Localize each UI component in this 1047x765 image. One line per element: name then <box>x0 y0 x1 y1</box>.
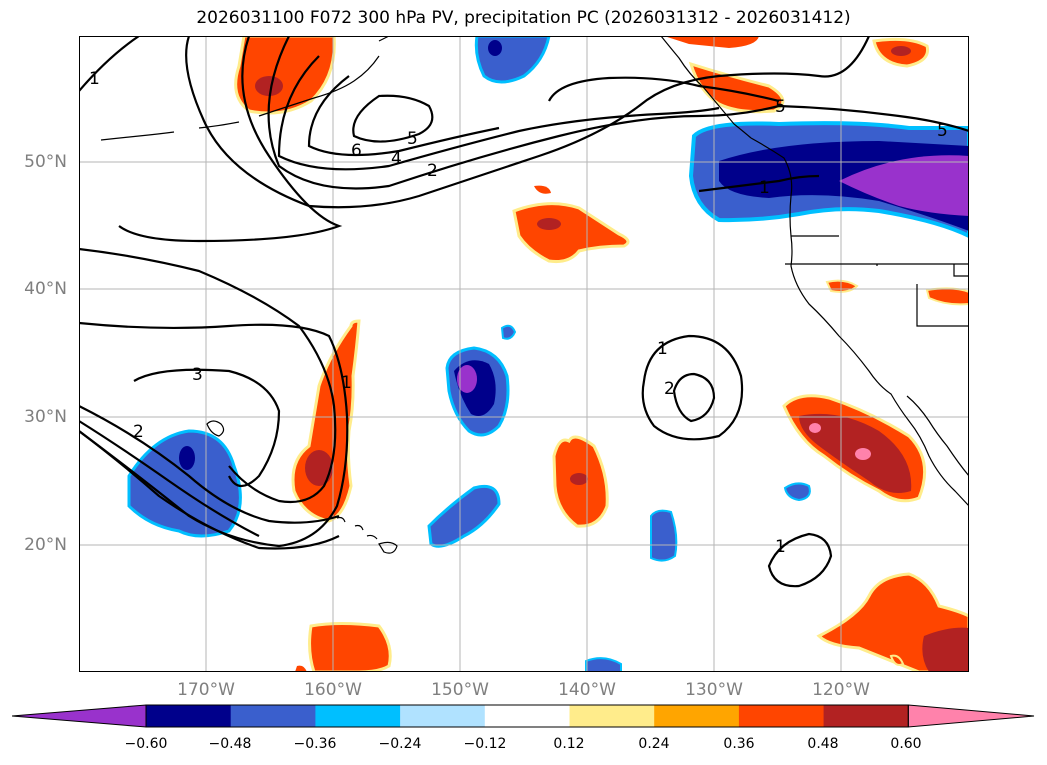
colorbar-tick: −0.12 <box>463 736 507 752</box>
pv-contour <box>79 405 340 524</box>
pv-contour <box>79 36 140 92</box>
colorbar-tick: −0.60 <box>124 736 168 752</box>
contour-label: 1 <box>89 69 100 89</box>
precip-negative-region <box>427 484 501 548</box>
precip-negative-region <box>500 324 517 340</box>
contour-label: 1 <box>657 339 668 359</box>
colorbar-extend-low <box>12 704 147 728</box>
pv-contour <box>79 247 337 504</box>
precip-positive-region <box>291 319 361 523</box>
lat-label-30n: 30°N <box>24 407 67 427</box>
colorbar-cells <box>12 704 1035 728</box>
contour-label: 1 <box>759 178 770 198</box>
precip-positive-region <box>234 36 336 115</box>
contour-label: 2 <box>664 379 675 399</box>
colorbar-tick: −0.36 <box>293 736 337 752</box>
contour-label: 1 <box>341 373 352 393</box>
precip-positive-region <box>664 36 759 48</box>
coastlines <box>100 36 969 554</box>
colorbar-cell <box>315 705 401 727</box>
precip-positive-region <box>922 627 969 672</box>
pv-contour <box>307 75 500 157</box>
precip-positive-region <box>925 287 969 306</box>
contour-label: 5 <box>407 129 418 149</box>
contour-label: 2 <box>427 161 438 181</box>
contour-label: 5 <box>937 121 948 141</box>
colorbar-cell <box>823 705 909 727</box>
map-canvas[interactable]: 1 6 5 4 2 5 5 1 3 2 1 1 2 1 <box>79 36 969 672</box>
contour-label: 5 <box>775 97 786 117</box>
lon-label-160w: 160°W <box>304 680 362 700</box>
pv-contours <box>79 36 969 588</box>
pv-contour <box>641 334 744 441</box>
pv-contour <box>698 174 820 193</box>
contour-label: 4 <box>391 149 402 169</box>
precip-positive-region <box>512 202 630 263</box>
pv-contour <box>548 76 780 103</box>
contour-label: 3 <box>192 365 203 385</box>
pv-contour <box>185 36 871 209</box>
colorbar-cell <box>146 705 232 727</box>
colorbar-tick: 0.24 <box>638 736 670 752</box>
precip-positive-region <box>825 279 859 293</box>
precip-negative-region <box>839 155 969 216</box>
lon-label-130w: 130°W <box>685 680 743 700</box>
contour-labels: 1 6 5 4 2 5 5 1 3 2 1 1 2 1 <box>89 69 948 557</box>
pv-contour <box>277 55 720 171</box>
pv-contour <box>767 532 833 588</box>
lon-label-140w: 140°W <box>558 680 616 700</box>
pv-contour <box>267 36 969 190</box>
precip-negative-region <box>474 36 551 84</box>
colorbar-extend-high <box>907 704 1035 728</box>
precip-shading <box>127 36 969 672</box>
colorbar-tick: 0.48 <box>807 736 839 752</box>
colorbar-tick: −0.48 <box>208 736 252 752</box>
lat-label-40n: 40°N <box>24 279 67 299</box>
pv-contour <box>672 372 716 423</box>
contour-label: 1 <box>775 537 786 557</box>
pv-contour <box>133 368 281 488</box>
colorbar-cell <box>484 705 570 727</box>
colorbar-cell <box>400 705 486 727</box>
contour-label: 6 <box>351 141 362 161</box>
lat-label-20n: 20°N <box>24 535 67 555</box>
colorbar-cell <box>230 705 316 727</box>
precip-positive-region <box>889 654 905 666</box>
lon-label-120w: 120°W <box>812 680 870 700</box>
precip-positive-region <box>308 622 392 672</box>
precip-negative-region <box>585 657 622 672</box>
colorbar <box>12 704 1035 728</box>
colorbar-tick: −0.24 <box>378 736 422 752</box>
map-panel[interactable]: 1 6 5 4 2 5 5 1 3 2 1 1 2 1 <box>79 36 969 672</box>
pv-contour <box>79 420 260 537</box>
pv-contour <box>79 430 340 550</box>
contour-label: 2 <box>133 422 144 442</box>
colorbar-cell <box>738 705 825 727</box>
precip-positive-region <box>295 665 307 672</box>
colorbar-tick: 0.36 <box>723 736 755 752</box>
lon-label-170w: 170°W <box>177 680 235 700</box>
colorbar-cell <box>569 705 655 727</box>
colorbar-tick: 0.12 <box>553 736 585 752</box>
precip-negative-region <box>783 482 811 502</box>
precip-negative-region <box>650 509 678 562</box>
pv-contour <box>352 94 434 143</box>
pv-contour <box>118 36 343 243</box>
colorbar-outline <box>145 704 909 728</box>
graticule <box>79 36 969 672</box>
colorbar-tick: 0.60 <box>890 736 922 752</box>
precip-positive-region <box>534 185 551 194</box>
lat-label-50n: 50°N <box>24 152 67 172</box>
colorbar-cell <box>654 705 740 727</box>
map-title: 2026031100 F072 300 hPa PV, precipitatio… <box>196 8 851 28</box>
lon-label-150w: 150°W <box>431 680 489 700</box>
